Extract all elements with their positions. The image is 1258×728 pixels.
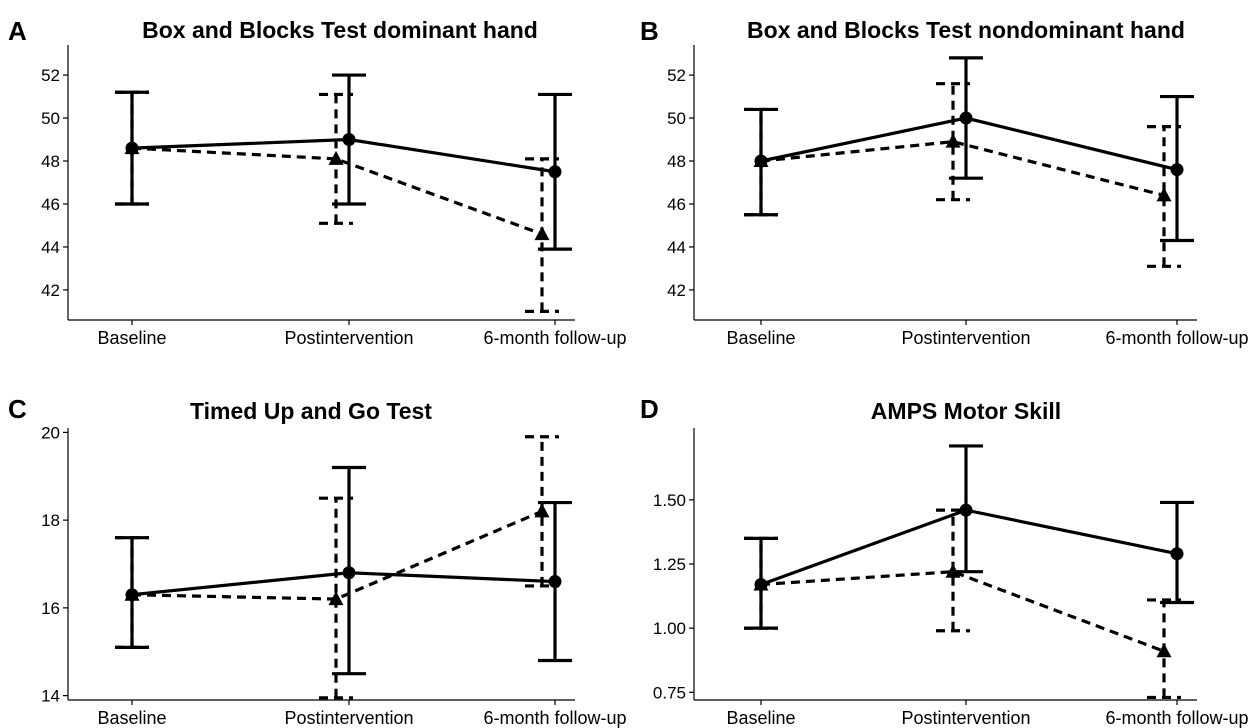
x-tick-label: Postintervention [284,328,413,348]
x-tick-label: 6-month follow-up [483,328,626,348]
y-tick-label: 48 [41,152,60,171]
series-solid [744,444,1194,630]
data-point [328,150,344,165]
y-tick-label: 44 [41,238,60,257]
x-tick-label: Postintervention [284,708,413,728]
data-point [342,566,356,580]
x-tick-label: Baseline [97,708,166,728]
series-solid [744,56,1194,243]
panel-title: Box and Blocks Test nondominant hand [747,17,1185,43]
y-tick-label: 42 [41,281,60,300]
data-point [1156,643,1172,658]
data-point [959,111,973,125]
error-bar [115,90,149,206]
y-tick-label: 1.00 [653,619,686,638]
panel-title: Timed Up and Go Test [190,398,432,424]
error-bar [936,82,970,202]
y-tick-label: 14 [41,687,60,706]
y-tick-label: 48 [667,152,686,171]
series-line [131,509,543,601]
error-bar [319,496,353,700]
panel-b: B Box and Blocks Test nondominant hand 42 4… [640,16,1249,348]
series-dashed [115,435,559,700]
data-point [753,153,769,168]
data-point [1170,547,1184,561]
data-point [548,165,562,179]
x-tick-label: Postintervention [901,328,1030,348]
series-line [760,140,1165,197]
x-tick-label: 6-month follow-up [1105,328,1248,348]
data-point [328,591,344,606]
data-point [945,133,961,148]
y-tick-label: 52 [41,66,60,85]
y-tick-label: 50 [41,109,60,128]
data-point [753,576,769,591]
y-tick-label: 0.75 [653,683,686,702]
data-point [342,133,356,147]
x-tick-label: Postintervention [901,708,1030,728]
data-point [534,503,550,518]
error-bar [525,435,559,588]
y-tick-label: 46 [667,195,686,214]
x-tick-label: 6-month follow-up [483,708,626,728]
series-line [760,570,1165,653]
series-dashed [115,90,559,314]
error-bar [115,536,149,649]
y-tick-label: 52 [667,66,686,85]
series-line [760,508,1178,587]
panel-letter: A [8,16,27,46]
y-tick-label: 50 [667,109,686,128]
panel-letter: C [8,394,27,424]
error-bar [1147,125,1181,268]
y-tick-label: 46 [41,195,60,214]
error-bar [744,536,778,630]
data-point [534,226,550,241]
panel-letter: B [640,16,659,46]
series-dashed [744,508,1181,700]
y-tick-label: 20 [41,423,60,442]
y-tick-label: 1.50 [653,491,686,510]
y-tick-label: 42 [667,281,686,300]
x-tick-label: Baseline [97,328,166,348]
x-tick-label: Baseline [726,328,795,348]
data-point [1156,187,1172,202]
series-dashed [744,82,1181,268]
series-line [760,116,1178,172]
y-tick-label: 18 [41,511,60,530]
series-line [131,146,543,236]
series-line [131,137,556,174]
y-tick-label: 16 [41,599,60,618]
data-point [1170,163,1184,177]
data-point [124,586,140,601]
panel-d: D AMPS Motor Skill 0.75 1.00 1.25 1.50 Baselin… [640,394,1249,728]
data-point [124,140,140,155]
panel-letter: D [640,394,659,424]
panel-title: Box and Blocks Test dominant hand [142,17,538,43]
panel-a: A Box and Blocks Test dominant hand 42 44 46… [8,16,627,348]
panel-c: C Timed Up and Go Test 14 16 18 20 Baseline Pos… [8,394,627,728]
x-tick-label: Baseline [726,708,795,728]
x-tick-label: 6-month follow-up [1105,708,1248,728]
y-tick-label: 44 [667,238,686,257]
series-solid [115,465,572,676]
y-tick-label: 1.25 [653,555,686,574]
data-point [945,563,961,578]
panel-title: AMPS Motor Skill [871,398,1061,424]
